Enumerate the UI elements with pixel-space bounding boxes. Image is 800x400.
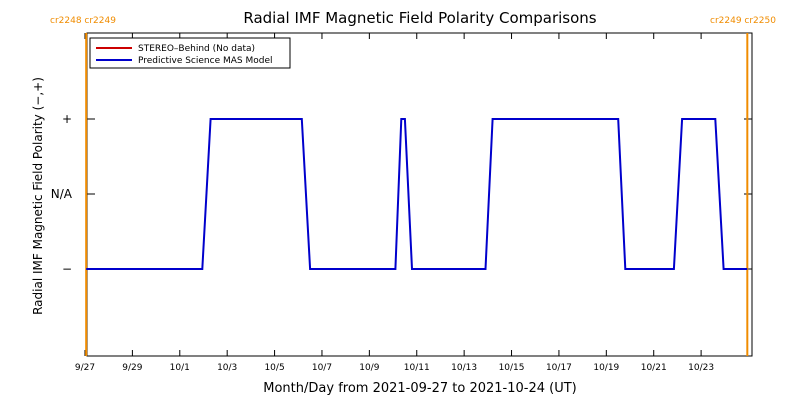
carrington-label-right: cr2249 cr2250 <box>710 16 776 26</box>
chart-title: Radial IMF Magnetic Field Polarity Compa… <box>243 9 596 27</box>
carrington-label-left: cr2248 cr2249 <box>50 16 116 26</box>
x-tick-label: 10/7 <box>312 363 332 373</box>
series-line-mas-model <box>86 118 748 270</box>
legend-label-mas: Predictive Science MAS Model <box>138 56 273 66</box>
legend-box <box>89 37 291 69</box>
x-axis-label: Month/Day from 2021-09-27 to 2021-10-24 … <box>263 381 576 396</box>
x-tick-label: 10/13 <box>451 363 477 373</box>
plot-frame <box>86 32 753 357</box>
x-tick-label: 10/17 <box>546 363 572 373</box>
x-tick-label: 10/15 <box>499 363 525 373</box>
x-tick-label: 10/11 <box>404 363 430 373</box>
x-tick-label: 9/27 <box>75 363 95 373</box>
x-tick-label: 10/23 <box>688 363 714 373</box>
y-ticks: + N/A − <box>51 112 752 276</box>
x-tick-label: 10/3 <box>217 363 237 373</box>
y-tick-label: + <box>62 112 72 126</box>
x-tick-label: 10/9 <box>359 363 379 373</box>
legend: STEREO–Behind (No data) Predictive Scien… <box>89 37 291 69</box>
y-axis-label: Radial IMF Magnetic Field Polarity (−,+) <box>31 77 45 315</box>
carrington-lines <box>85 33 749 356</box>
y-tick-label: N/A <box>51 187 73 201</box>
x-tick-label: 10/5 <box>264 363 284 373</box>
x-tick-label: 10/21 <box>641 363 667 373</box>
x-ticks: 9/27 9/29 10/1 10/3 10/5 10/7 10/9 10/11 10/13 10… <box>75 33 714 373</box>
x-tick-label: 10/1 <box>170 363 190 373</box>
series-group <box>86 118 748 270</box>
y-tick-label: − <box>62 262 72 276</box>
legend-label-stereo: STEREO–Behind (No data) <box>138 44 255 54</box>
x-tick-label: 9/29 <box>122 363 142 373</box>
x-tick-label: 10/19 <box>593 363 619 373</box>
